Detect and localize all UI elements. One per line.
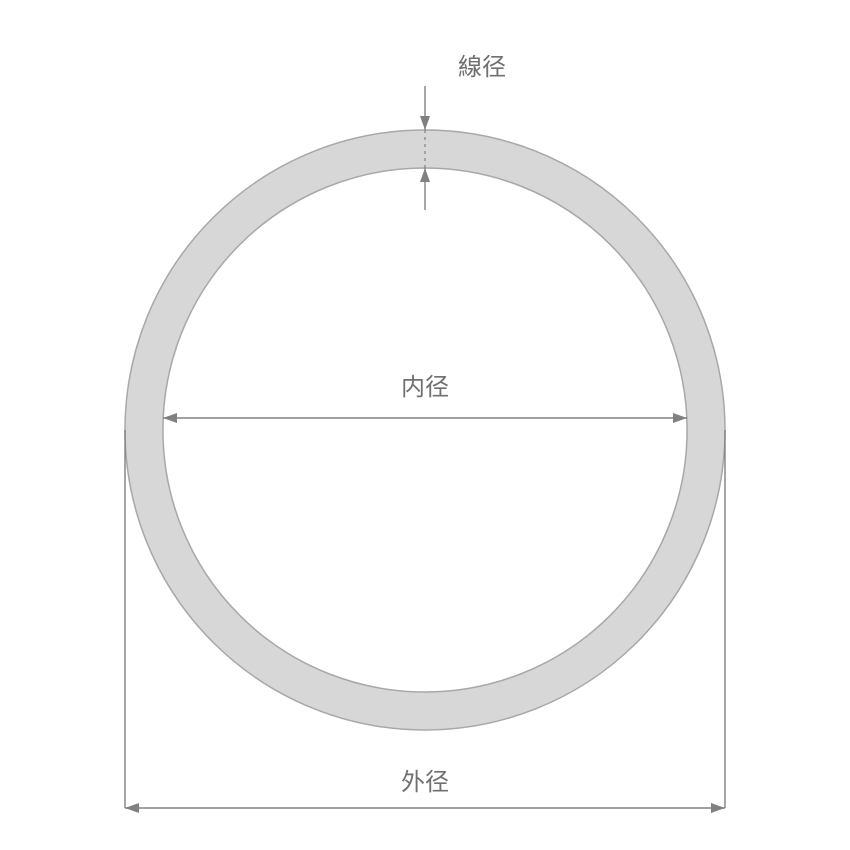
ring-shape	[125, 130, 725, 730]
arrowhead-icon	[673, 413, 687, 423]
arrowhead-icon	[420, 116, 430, 130]
arrowhead-icon	[163, 413, 177, 423]
inner-diameter-label: 内径	[401, 374, 449, 401]
arrowhead-icon	[125, 803, 139, 813]
arrowhead-icon	[420, 168, 430, 182]
ring-dimension-diagram: 線径内径外径	[0, 0, 850, 850]
wire-diameter-label: 線径	[458, 54, 506, 81]
outer-diameter-label: 外径	[401, 769, 449, 796]
arrowhead-icon	[711, 803, 725, 813]
